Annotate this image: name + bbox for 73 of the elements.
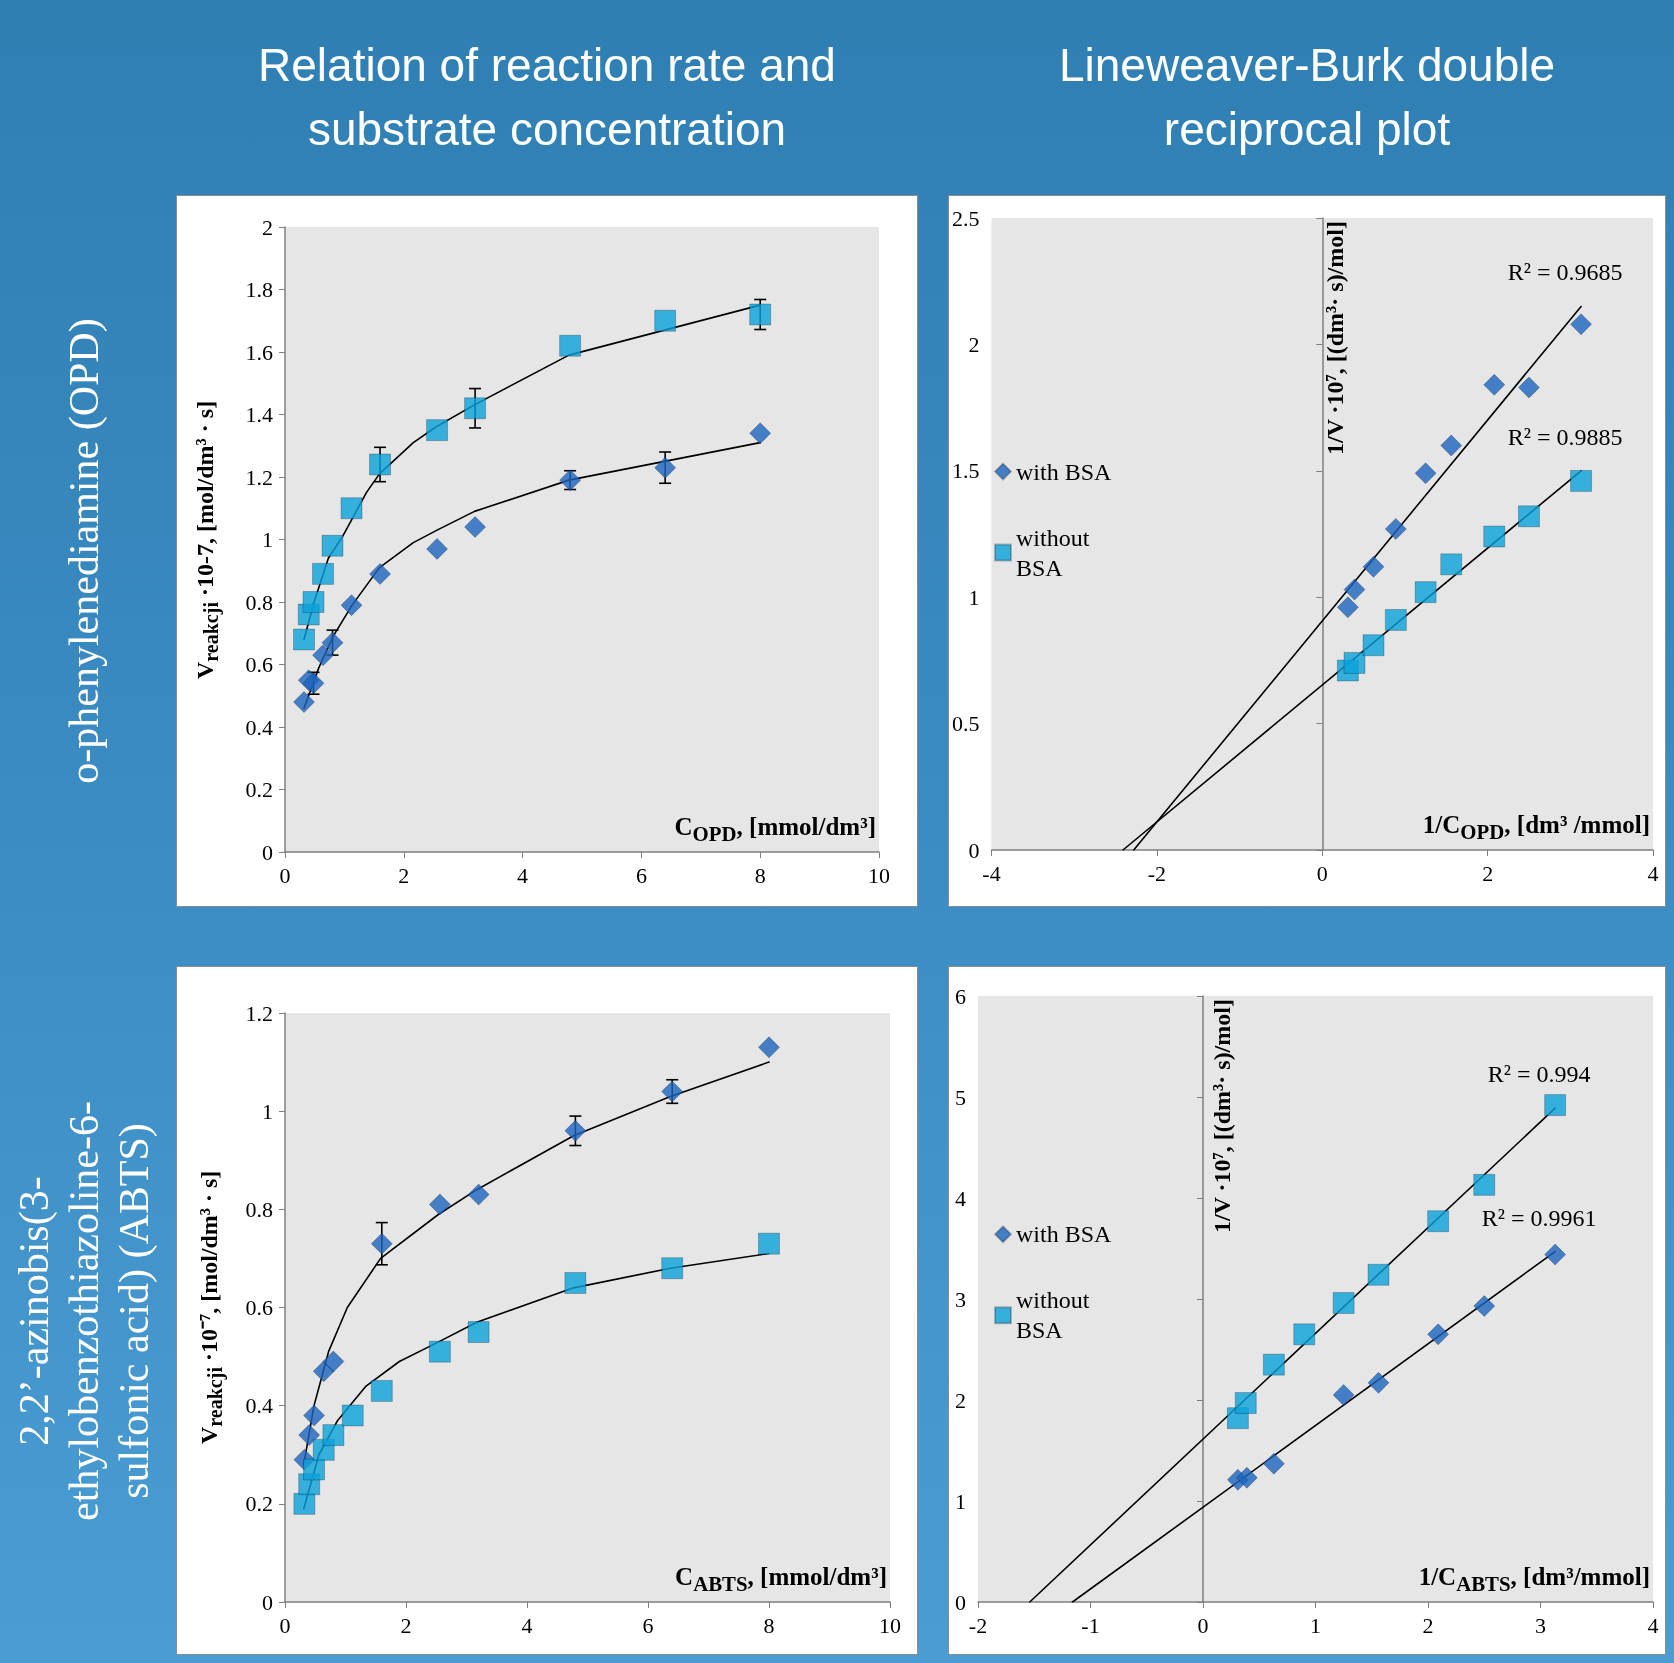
y-tick-label: 0.5 [952,711,980,737]
y-tick-label: 5 [955,1084,966,1110]
y-axis-title: 1/V ·10⁷, [(dm³· s)/mol] [1321,221,1349,457]
x-axis-title: C$_{ABTS}$, [mmol/dm³] [675,1563,887,1597]
annotation: R² = 0.9885 [1507,423,1623,450]
x-tick-label: 1 [1310,1612,1321,1638]
annotation: R² = 0.9961 [1481,1204,1597,1231]
x-tick-label: -1 [1081,1612,1100,1638]
x-tick-label: 0 [1316,860,1328,886]
y-tick-label: 1 [968,584,980,610]
y-tick-label: 0.6 [245,1295,273,1320]
y-tick-label: 0 [262,1589,273,1615]
legend-label: without BSA [1016,1287,1096,1344]
y-tick-label: 0 [262,839,273,865]
y-tick-label: 1.5 [952,458,980,484]
x-tick-label: 8 [754,862,766,888]
x-tick-label: 4 [1647,860,1659,886]
x-tick-label: 0 [279,862,291,888]
y-tick-label: 2 [968,331,980,357]
x-tick-label: 4 [517,862,529,888]
x-tick-label: -2 [968,1612,988,1638]
y-tick-label: 1 [262,1098,273,1124]
x-tick-label: 2 [1422,1612,1434,1638]
x-tick-label: -4 [982,860,1001,886]
y-tick-label: 1.2 [245,1000,273,1026]
x-tick-label: 2 [398,862,410,888]
y-tick-label: 6 [955,983,966,1009]
y-tick-label: 1.6 [245,339,273,365]
y-tick-label: 4 [955,1185,966,1211]
x-tick-label: 6 [642,1612,654,1638]
y-tick-label: 1 [262,527,273,552]
x-tick-label: -2 [1147,860,1167,886]
x-tick-label: 6 [635,862,647,888]
x-tick-label: 8 [763,1612,775,1638]
y-tick-label: 0.2 [245,1491,273,1517]
x-tick-label: 2 [400,1612,412,1638]
y-tick-label: 0.2 [245,777,273,802]
x-axis-title: 1/C$_{ABTS}$, [dm³/mmol] [1418,1563,1650,1597]
x-tick-label: 3 [1535,1612,1546,1638]
text: 2,2’-azinobis(3-ethylobenzothiazoline-6-sulfonic acid) (ABTS) [10,1099,158,1523]
y-tick-label: 1 [955,1488,966,1514]
chart-title: Lineweaver-Burk double reciprocal plot [1057,38,1557,157]
x-tick-label: 0 [1197,1612,1209,1638]
x-axis-title: 1/C$_{OPD}$, [dm³ /mmol] [1422,811,1650,845]
x-tick-label: 0 [279,1612,291,1638]
y-tick-label: 3 [955,1286,966,1312]
legend-label: with BSA [1016,458,1113,485]
y-tick-label: 0 [968,837,980,863]
legend-label: without BSA [1016,524,1096,581]
y-tick-label: 1.2 [245,464,273,490]
x-tick-label: 10 [868,862,890,888]
y-tick-label: 1.8 [245,277,273,302]
y-tick-label: 0.4 [245,714,273,740]
y-tick-label: 2 [955,1387,966,1413]
y-tick-label: 0.8 [245,1196,273,1222]
legend-label: with BSA [1016,1221,1113,1248]
x-tick-label: 4 [521,1612,533,1638]
y-axis-title: 1/V ·10⁷, [(dm³· s)/mol] [1208,999,1236,1235]
y-tick-label: 1.4 [245,402,273,427]
y-tick-label: 0.6 [245,652,273,677]
y-tick-label: 0.8 [245,589,273,615]
chart-title: Relation of reaction rate and substrate concentration [257,38,837,157]
x-tick-label: 2 [1482,860,1494,886]
annotation: R² = 0.994 [1487,1061,1591,1088]
annotation: R² = 0.9685 [1507,259,1623,286]
text: o-phenylenediamine (OPD) [60,317,108,786]
y-tick-label: 0 [955,1589,966,1615]
x-tick-label: 10 [879,1612,901,1638]
x-tick-label: 4 [1647,1612,1659,1638]
y-tick-label: 0.4 [245,1393,273,1419]
x-axis-title: C$_{OPD}$, [mmol/dm³] [674,813,876,847]
y-tick-label: 2.5 [952,205,980,231]
y-tick-label: 2 [262,214,273,240]
